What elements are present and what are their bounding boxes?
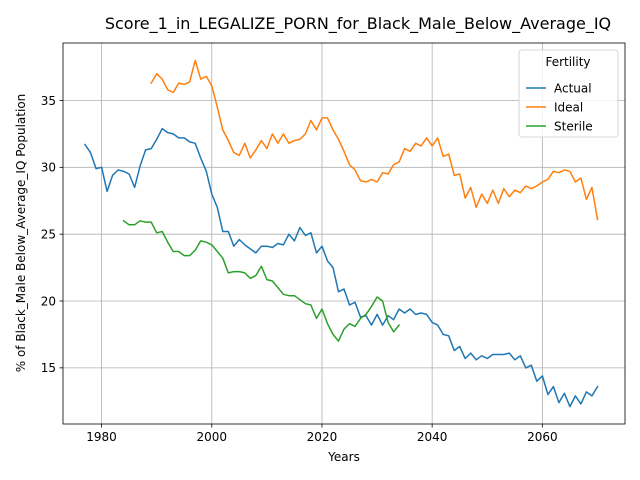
series-line-ideal [150,59,599,221]
x-tick-label: 2000 [196,430,227,444]
legend-box [518,49,619,138]
plot-frame [62,42,626,425]
x-tick-label: 2040 [417,430,448,444]
series-line-sterile [122,219,401,342]
y-tick-label: 15 [41,361,56,375]
x-tick-label: 1980 [86,430,117,444]
legend-label-ideal: Ideal [554,100,583,114]
legend-title: Fertility [545,55,590,69]
series-line-actual [83,127,599,408]
y-tick-label: 30 [41,161,56,175]
y-tick-label: 20 [41,294,56,308]
x-axis-ticks: 1980 2000 2020 2040 2060 [86,424,558,444]
x-tick-label: 2060 [527,430,558,444]
y-tick-label: 25 [41,227,56,241]
chart-title: Score_1_in_LEGALIZE_PORN_for_Black_Male_… [105,14,611,34]
y-tick-label: 35 [41,94,56,108]
y-axis-ticks: 15 20 25 30 35 [41,94,63,375]
y-axis-label: % of Black_Male Below_Average_IQ Populat… [14,94,28,373]
x-tick-label: 2020 [307,430,338,444]
x-axis-label: Years [327,450,360,464]
legend-label-sterile: Sterile [554,119,593,133]
legend-label-actual: Actual [554,81,592,95]
legend: Fertility Actual Ideal Sterile [518,49,619,138]
series-lines [83,59,599,408]
